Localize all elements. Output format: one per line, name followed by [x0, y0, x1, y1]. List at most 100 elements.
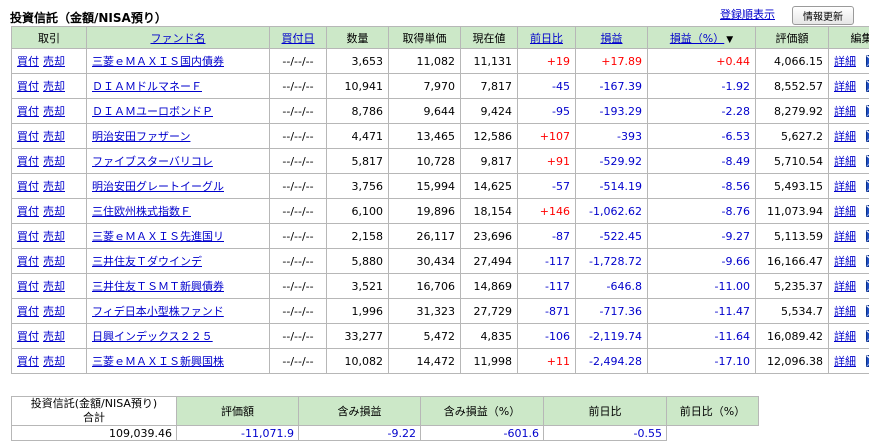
buy-link[interactable]: 買付 [17, 55, 39, 68]
sort-pl-link[interactable]: 損益 [600, 31, 623, 45]
pl-pct-cell: -9.27 [647, 223, 756, 249]
envelope-icon[interactable] [866, 105, 869, 117]
buy-link[interactable]: 買付 [17, 305, 39, 318]
sell-link[interactable]: 売却 [43, 55, 65, 68]
sort-fund-name-link[interactable]: ファンド名 [150, 31, 206, 45]
col-buy-date[interactable]: 買付日 [269, 26, 327, 49]
col-pl[interactable]: 損益 [575, 26, 648, 49]
detail-link[interactable]: 詳細 [834, 205, 856, 218]
fund-name-cell[interactable]: 三住欧州株式指数Ｆ [86, 198, 270, 224]
sell-link[interactable]: 売却 [43, 305, 65, 318]
detail-link[interactable]: 詳細 [834, 55, 856, 68]
sell-link[interactable]: 売却 [43, 105, 65, 118]
sell-link[interactable]: 売却 [43, 130, 65, 143]
buy-link[interactable]: 買付 [17, 255, 39, 268]
detail-link[interactable]: 詳細 [834, 280, 856, 293]
fund-name-cell[interactable]: ファイブスターバリコレ [86, 148, 270, 174]
fund-name-link[interactable]: フィデ日本小型株ファンド [92, 305, 224, 318]
edit-cell: 詳細 [828, 198, 869, 224]
sell-link[interactable]: 売却 [43, 205, 65, 218]
sort-day-change-link[interactable]: 前日比 [530, 31, 563, 45]
fund-name-cell[interactable]: ＤＩＡＭユーロボンドＰ [86, 98, 270, 124]
summary-header-day-change: 前日比 [543, 396, 667, 426]
detail-link[interactable]: 詳細 [834, 105, 856, 118]
fund-name-cell[interactable]: 日興インデックス２２５ [86, 323, 270, 349]
col-pl-pct[interactable]: 損益（%） ▼ [647, 26, 756, 49]
buy-link[interactable]: 買付 [17, 105, 39, 118]
sell-link[interactable]: 売却 [43, 280, 65, 293]
fund-name-cell[interactable]: 三井住友ＴＳＭＴ新興債券 [86, 273, 270, 299]
fund-name-link[interactable]: ファイブスターバリコレ [92, 155, 213, 168]
sort-buy-date-link[interactable]: 買付日 [281, 31, 315, 45]
detail-link[interactable]: 詳細 [834, 80, 856, 93]
buy-link[interactable]: 買付 [17, 205, 39, 218]
envelope-icon[interactable] [866, 180, 869, 192]
fund-name-link[interactable]: 日興インデックス２２５ [92, 330, 213, 343]
detail-link[interactable]: 詳細 [834, 355, 856, 368]
sell-link[interactable]: 売却 [43, 255, 65, 268]
detail-link[interactable]: 詳細 [834, 180, 856, 193]
fund-name-link[interactable]: 明治安田ファザーン [92, 130, 191, 143]
detail-link[interactable]: 詳細 [834, 130, 856, 143]
registration-order-link[interactable]: 登録順表示 [720, 8, 775, 21]
col-fund-name[interactable]: ファンド名 [86, 26, 270, 49]
buy-link[interactable]: 買付 [17, 280, 39, 293]
sell-link[interactable]: 売却 [43, 230, 65, 243]
detail-link[interactable]: 詳細 [834, 305, 856, 318]
envelope-icon[interactable] [866, 155, 869, 167]
value-cell: 5,235.37 [755, 273, 829, 299]
buy-link[interactable]: 買付 [17, 155, 39, 168]
sell-link[interactable]: 売却 [43, 80, 65, 93]
envelope-icon[interactable] [866, 280, 869, 292]
sell-link[interactable]: 売却 [43, 330, 65, 343]
envelope-icon[interactable] [866, 330, 869, 342]
buy-link[interactable]: 買付 [17, 180, 39, 193]
fund-name-link[interactable]: 三菱ｅＭＡＸＩＳ先進国リ [92, 230, 224, 243]
fund-name-cell[interactable]: 三菱ｅＭＡＸＩＳ先進国リ [86, 223, 270, 249]
fund-name-cell[interactable]: ＤＩＡＭドルマネーＦ [86, 73, 270, 99]
fund-name-link[interactable]: 明治安田グレートイーグル [92, 180, 224, 193]
fund-name-link[interactable]: ＤＩＡＭドルマネーＦ [92, 80, 202, 93]
fund-name-cell[interactable]: フィデ日本小型株ファンド [86, 298, 270, 324]
fund-name-cell[interactable]: 三菱ｅＭＡＸＩＳ新興国株 [86, 348, 270, 374]
envelope-icon[interactable] [866, 80, 869, 92]
buy-link[interactable]: 買付 [17, 355, 39, 368]
envelope-icon[interactable] [866, 55, 869, 67]
day-change-cell: +146 [517, 198, 576, 224]
edit-cell: 詳細 [828, 98, 869, 124]
sort-pl-pct-link[interactable]: 損益（%） [669, 31, 725, 45]
buy-link[interactable]: 買付 [17, 330, 39, 343]
sell-link[interactable]: 売却 [43, 355, 65, 368]
detail-link[interactable]: 詳細 [834, 155, 856, 168]
detail-link[interactable]: 詳細 [834, 255, 856, 268]
quantity-cell: 5,880 [326, 248, 389, 274]
sell-link[interactable]: 売却 [43, 155, 65, 168]
fund-name-link[interactable]: 三井住友Ｔダウインデ [92, 255, 202, 268]
refresh-button[interactable]: 情報更新 [792, 6, 854, 25]
col-day-change[interactable]: 前日比 [517, 26, 576, 49]
buy-link[interactable]: 買付 [17, 230, 39, 243]
fund-name-link[interactable]: 三住欧州株式指数Ｆ [92, 205, 191, 218]
fund-name-link[interactable]: 三菱ｅＭＡＸＩＳ国内債券 [92, 55, 224, 68]
detail-link[interactable]: 詳細 [834, 330, 856, 343]
buy-link[interactable]: 買付 [17, 80, 39, 93]
fund-name-cell[interactable]: 明治安田ファザーン [86, 123, 270, 149]
day-change-cell: +91 [517, 148, 576, 174]
fund-name-link[interactable]: 三菱ｅＭＡＸＩＳ新興国株 [92, 355, 224, 368]
fund-name-link[interactable]: 三井住友ＴＳＭＴ新興債券 [92, 280, 224, 293]
detail-link[interactable]: 詳細 [834, 230, 856, 243]
quantity-cell: 4,471 [326, 123, 389, 149]
envelope-icon[interactable] [866, 355, 869, 367]
envelope-icon[interactable] [866, 255, 869, 267]
envelope-icon[interactable] [866, 230, 869, 242]
fund-name-cell[interactable]: 三菱ｅＭＡＸＩＳ国内債券 [86, 48, 270, 74]
value-cell: 5,113.59 [755, 223, 829, 249]
fund-name-link[interactable]: ＤＩＡＭユーロボンドＰ [92, 105, 213, 118]
sell-link[interactable]: 売却 [43, 180, 65, 193]
envelope-icon[interactable] [866, 205, 869, 217]
buy-link[interactable]: 買付 [17, 130, 39, 143]
fund-name-cell[interactable]: 三井住友Ｔダウインデ [86, 248, 270, 274]
envelope-icon[interactable] [866, 305, 869, 317]
fund-name-cell[interactable]: 明治安田グレートイーグル [86, 173, 270, 199]
envelope-icon[interactable] [866, 130, 869, 142]
